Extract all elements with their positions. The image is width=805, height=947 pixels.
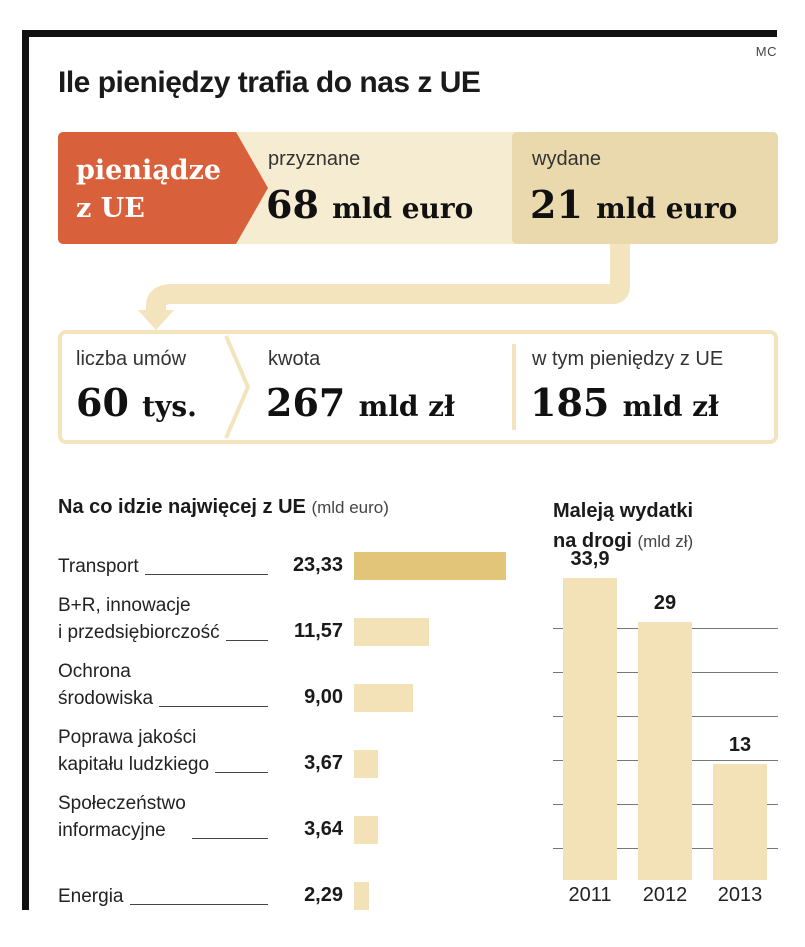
category-label: Transport: [58, 553, 139, 580]
frame-top-rule: [22, 30, 777, 37]
contracts-band: [58, 330, 778, 444]
category-label-line: Społeczeństwo: [58, 793, 186, 814]
eu-money-label: w tym pieniędzy z UE: [532, 348, 724, 370]
spent-amount: 21 mld euro: [530, 182, 737, 227]
spending-chart-title-text: Na co idzie najwięcej z UE: [58, 496, 306, 518]
value-label: 11,57: [294, 620, 343, 642]
roads-chart-title-line1: Maleją wydatki: [553, 500, 694, 522]
roads-chart-title: Maleją wydatki na drogi (mld zł): [553, 496, 693, 557]
bar: [354, 618, 430, 646]
leader-line: [225, 640, 268, 641]
contracts-amount: 60 tys.: [76, 380, 197, 425]
category-label: Ochrona środowiska: [58, 658, 153, 712]
category-label-line: Poprawa jakości: [58, 727, 197, 748]
leader-line: [191, 838, 268, 839]
eu-money-source: pieniądze z UE: [58, 132, 268, 244]
bar: [354, 684, 413, 712]
roads-chart-unit: (mld zł): [637, 532, 694, 551]
leader-line: [215, 772, 268, 773]
spent-box: [512, 132, 778, 244]
granted-unit: mld euro: [332, 192, 474, 225]
category-label-line: środowiska: [58, 688, 154, 709]
value-label: 2,29: [304, 884, 343, 906]
category-label-line: Transport: [58, 556, 139, 577]
value-label: 3,64: [304, 818, 343, 840]
granted-label: przyznane: [268, 148, 361, 170]
value-label: 13: [728, 734, 752, 757]
category-label: Energia: [58, 883, 124, 910]
category-label-line: kapitału ludzkiego: [58, 754, 210, 775]
leader-line: [144, 574, 268, 575]
leader-line: [129, 904, 268, 905]
eu-money-amount: 185 mld zł: [530, 380, 719, 425]
spent-label: wydane: [532, 148, 601, 170]
granted-value: 68: [266, 182, 319, 227]
bar: [354, 552, 506, 580]
bar: [713, 764, 767, 880]
flow-connector-arrow: [138, 244, 630, 330]
source-label-line1: pieniądze: [76, 155, 222, 186]
value-label: 29: [653, 591, 677, 614]
value-label: 3,67: [304, 752, 343, 774]
eu-money-value: 185: [530, 380, 610, 425]
category-label: B+R, innowacje i przedsiębiorczość: [58, 592, 220, 646]
amount-total: 267 mld zł: [266, 380, 455, 425]
page-title: Ile pieniędzy trafia do nas z UE: [58, 66, 481, 99]
category-label-line: Ochrona: [58, 661, 131, 682]
value-label: 23,33: [292, 554, 343, 576]
source-label-line2: z UE: [76, 193, 145, 224]
category-label: Społeczeństwo informacyjne: [58, 790, 186, 844]
category-label-line: i przedsiębiorczość: [58, 622, 220, 643]
bar: [563, 578, 617, 880]
roads-chart-title-line2: na drogi: [553, 530, 632, 552]
x-tick-label: 2012: [642, 884, 688, 906]
frame-left-rule: [22, 30, 29, 910]
eu-money-unit: mld zł: [622, 390, 719, 423]
amount-value: 267: [266, 380, 346, 425]
spending-chart-unit: (mld euro): [311, 498, 389, 517]
category-label-line: B+R, innowacje: [58, 595, 191, 616]
author-credit: MC: [755, 44, 777, 59]
contracts-value: 60: [76, 380, 129, 425]
amount-label: kwota: [268, 348, 321, 370]
value-label: 33,9: [570, 548, 610, 570]
source-arrow-shape: [58, 132, 268, 244]
x-tick-label: 2013: [717, 884, 763, 906]
category-label-line: informacyjne: [58, 820, 166, 841]
granted-amount: 68 mld euro: [266, 182, 473, 227]
amount-unit: mld zł: [358, 390, 455, 423]
contracts-unit: tys.: [142, 390, 197, 423]
spent-value: 21: [530, 182, 583, 227]
leader-line: [159, 706, 268, 707]
x-tick-label: 2011: [568, 884, 612, 906]
bar: [354, 882, 369, 910]
source-label: pieniądze z UE: [76, 152, 221, 228]
category-label-line: Energia: [58, 886, 124, 907]
spending-chart-title: Na co idzie najwięcej z UE (mld euro): [58, 496, 389, 519]
bar: [638, 621, 692, 880]
value-label: 9,00: [304, 686, 343, 708]
bar: [354, 750, 378, 778]
category-label: Poprawa jakości kapitału ludzkiego: [58, 724, 209, 778]
spent-unit: mld euro: [596, 192, 738, 225]
contracts-label: liczba umów: [76, 348, 187, 370]
bar: [354, 816, 378, 844]
